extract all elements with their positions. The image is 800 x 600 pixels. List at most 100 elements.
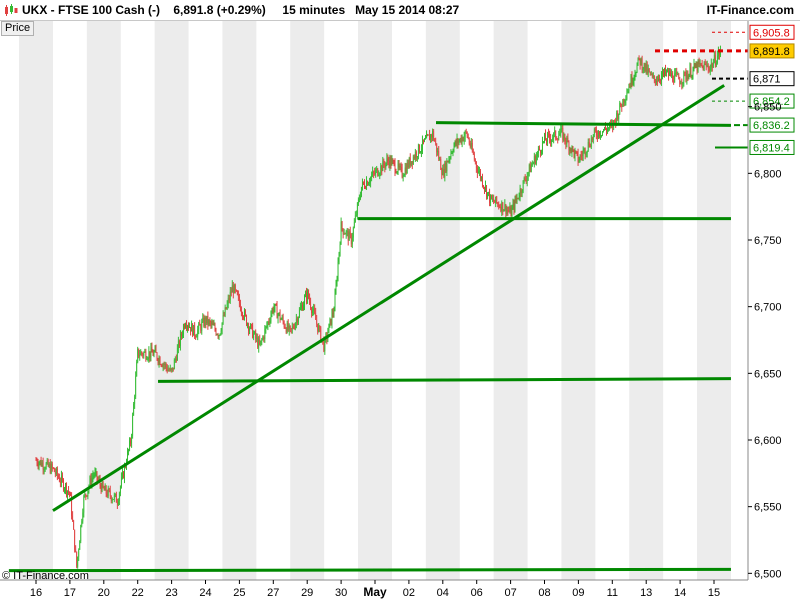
candle-body [121, 477, 122, 487]
candle-body [93, 474, 95, 476]
candle-body [401, 167, 403, 178]
candle-body [176, 348, 178, 361]
candle-body [624, 100, 626, 103]
candle-body [468, 138, 470, 144]
candle-body [707, 65, 709, 69]
candle-body [198, 323, 200, 330]
day-band [154, 20, 189, 580]
candle-body [175, 358, 177, 361]
candle-body [373, 171, 375, 173]
price-level-box [749, 24, 795, 40]
candle-body [623, 99, 625, 103]
candle-body [505, 204, 507, 215]
candle-body [706, 65, 708, 67]
candle-body [578, 160, 580, 163]
candle-body [539, 148, 540, 151]
candle-body [52, 467, 54, 469]
candle-body [274, 304, 276, 309]
trendline-horizontal[interactable] [436, 121, 731, 127]
candle-body [336, 278, 338, 284]
candle-body [479, 170, 480, 172]
candle-body [260, 340, 262, 345]
candle-body [439, 158, 441, 160]
candle-body [315, 313, 317, 320]
candle-body [144, 351, 146, 353]
candle-body [350, 234, 352, 245]
candle-body [177, 341, 179, 349]
candle-body [383, 160, 385, 165]
candle-body [245, 311, 246, 316]
candle-body [194, 325, 196, 336]
candle-body [122, 472, 123, 478]
candle-body [713, 55, 715, 63]
candle-body [233, 285, 235, 294]
candle-body [559, 133, 561, 136]
candle-body [183, 325, 184, 335]
candle-body [551, 139, 553, 143]
x-tick-label: 06 [471, 587, 483, 599]
candle-body [286, 323, 288, 333]
candle-body [181, 333, 182, 336]
candle-body [720, 50, 721, 55]
price-levels: 6,905.8 6,891.8 6,871 6,854.2 6,836.2 6,819.4 [655, 24, 795, 155]
candle-body [264, 329, 266, 339]
price-level-label: 6,871 [753, 74, 781, 86]
candle-body [532, 162, 534, 165]
candle-body [43, 469, 45, 470]
candle-body [609, 123, 610, 128]
x-tick-label: 25 [233, 587, 245, 599]
price-tab[interactable]: Price [1, 21, 35, 36]
trendline-horizontal[interactable] [8, 567, 731, 573]
candle-body [647, 69, 649, 74]
candle-body [209, 320, 211, 322]
candle-body [116, 502, 118, 505]
candle-body [340, 221, 342, 245]
candle-body [349, 231, 351, 235]
candle-body [287, 323, 289, 331]
trendlines [8, 84, 731, 573]
candle-body [156, 352, 158, 360]
candle-body [157, 359, 159, 363]
candle-body [217, 334, 219, 337]
candle-body [124, 465, 125, 478]
x-tick-label: 13 [640, 587, 652, 599]
candle-body [244, 311, 245, 318]
candle-body [681, 83, 683, 85]
candle-body [413, 156, 415, 159]
candle-body [406, 162, 408, 174]
candle-body [664, 68, 665, 75]
candle-body [110, 496, 112, 501]
candle-body [469, 143, 471, 147]
copyright-text: © IT-Finance.com [2, 570, 89, 582]
trendline-horizontal[interactable] [158, 377, 731, 383]
candle-body [614, 120, 616, 121]
candle-body [437, 151, 439, 153]
candle-body [80, 525, 82, 542]
candle-body [140, 351, 142, 356]
candle-body [91, 477, 93, 486]
candle-body [566, 137, 568, 144]
candle-body [185, 325, 186, 328]
candle-body [598, 131, 599, 138]
trendline-support[interactable] [52, 84, 725, 512]
candle-body [369, 182, 370, 184]
candle-body [618, 113, 620, 120]
candle-body [489, 192, 490, 203]
candle-body [165, 363, 167, 368]
day-band [425, 20, 460, 580]
candle-body [396, 171, 398, 173]
candle-body [548, 133, 549, 135]
candle-body [76, 551, 78, 567]
candle-body [161, 365, 163, 367]
candle-body [295, 318, 297, 324]
candle-body [335, 283, 337, 294]
candle-body [277, 314, 279, 319]
candle-body [280, 319, 282, 320]
candle-body [495, 196, 497, 203]
candle-body [131, 435, 132, 444]
price-level-label: 6,819.4 [753, 142, 790, 154]
candle-body [222, 315, 224, 323]
candle-body [111, 499, 113, 501]
candle-body [448, 158, 450, 163]
candle-body [67, 490, 68, 495]
